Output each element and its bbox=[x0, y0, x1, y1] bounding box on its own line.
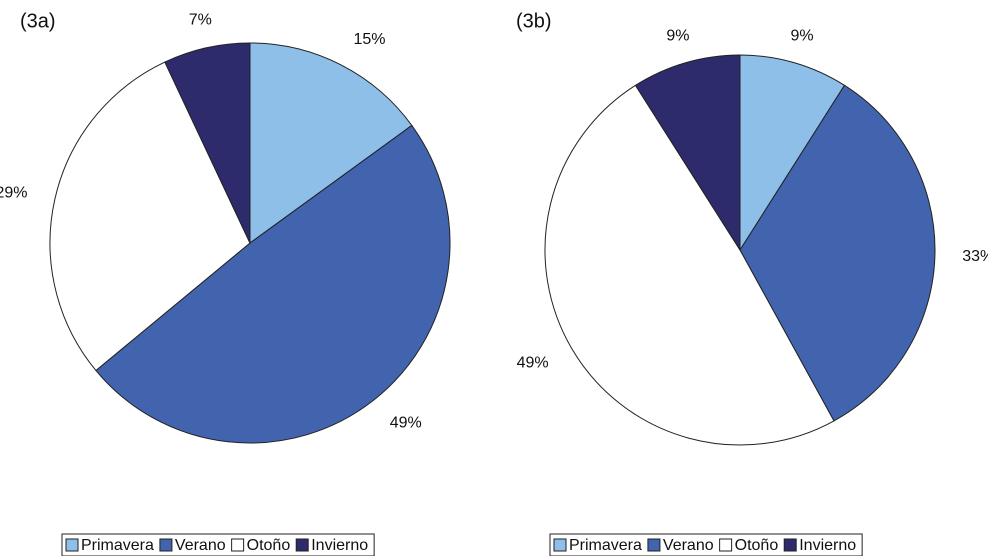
legend-label: Invierno bbox=[311, 537, 368, 554]
pie-slice bbox=[739, 84, 936, 422]
data-label: 9% bbox=[666, 28, 689, 45]
data-label: 15% bbox=[354, 31, 386, 48]
legend-swatch bbox=[65, 538, 79, 552]
data-label: 9% bbox=[790, 28, 813, 45]
legend-swatch bbox=[159, 538, 173, 552]
legend-swatch bbox=[553, 538, 567, 552]
legend-swatch bbox=[231, 538, 245, 552]
legend-label: Otoño bbox=[247, 537, 291, 554]
legend-swatch bbox=[295, 538, 309, 552]
chart-title: (3a) bbox=[20, 10, 56, 32]
data-label: 49% bbox=[517, 354, 549, 371]
legend-label: Primavera bbox=[569, 537, 642, 554]
legend-swatch bbox=[719, 538, 733, 552]
chart-title: (3b) bbox=[516, 10, 552, 32]
legend-label: Otoño bbox=[735, 537, 779, 554]
legend-swatch bbox=[647, 538, 661, 552]
data-label: 33% bbox=[962, 248, 988, 265]
pie-slice bbox=[739, 54, 846, 252]
data-label: 49% bbox=[390, 414, 422, 431]
legend-label: Verano bbox=[175, 537, 226, 554]
data-label: 7% bbox=[189, 12, 212, 29]
data-label: 29% bbox=[0, 184, 27, 201]
pie-slice bbox=[164, 42, 251, 244]
pie-slice bbox=[95, 124, 451, 444]
legend-label: Primavera bbox=[81, 537, 154, 554]
legend-swatch bbox=[783, 538, 797, 552]
pie-slice bbox=[49, 61, 251, 372]
pie-slice bbox=[249, 42, 413, 244]
legend-label: Invierno bbox=[799, 537, 856, 554]
pie-slice bbox=[544, 84, 835, 446]
pie-slice bbox=[634, 54, 741, 252]
legend-label: Verano bbox=[663, 537, 714, 554]
